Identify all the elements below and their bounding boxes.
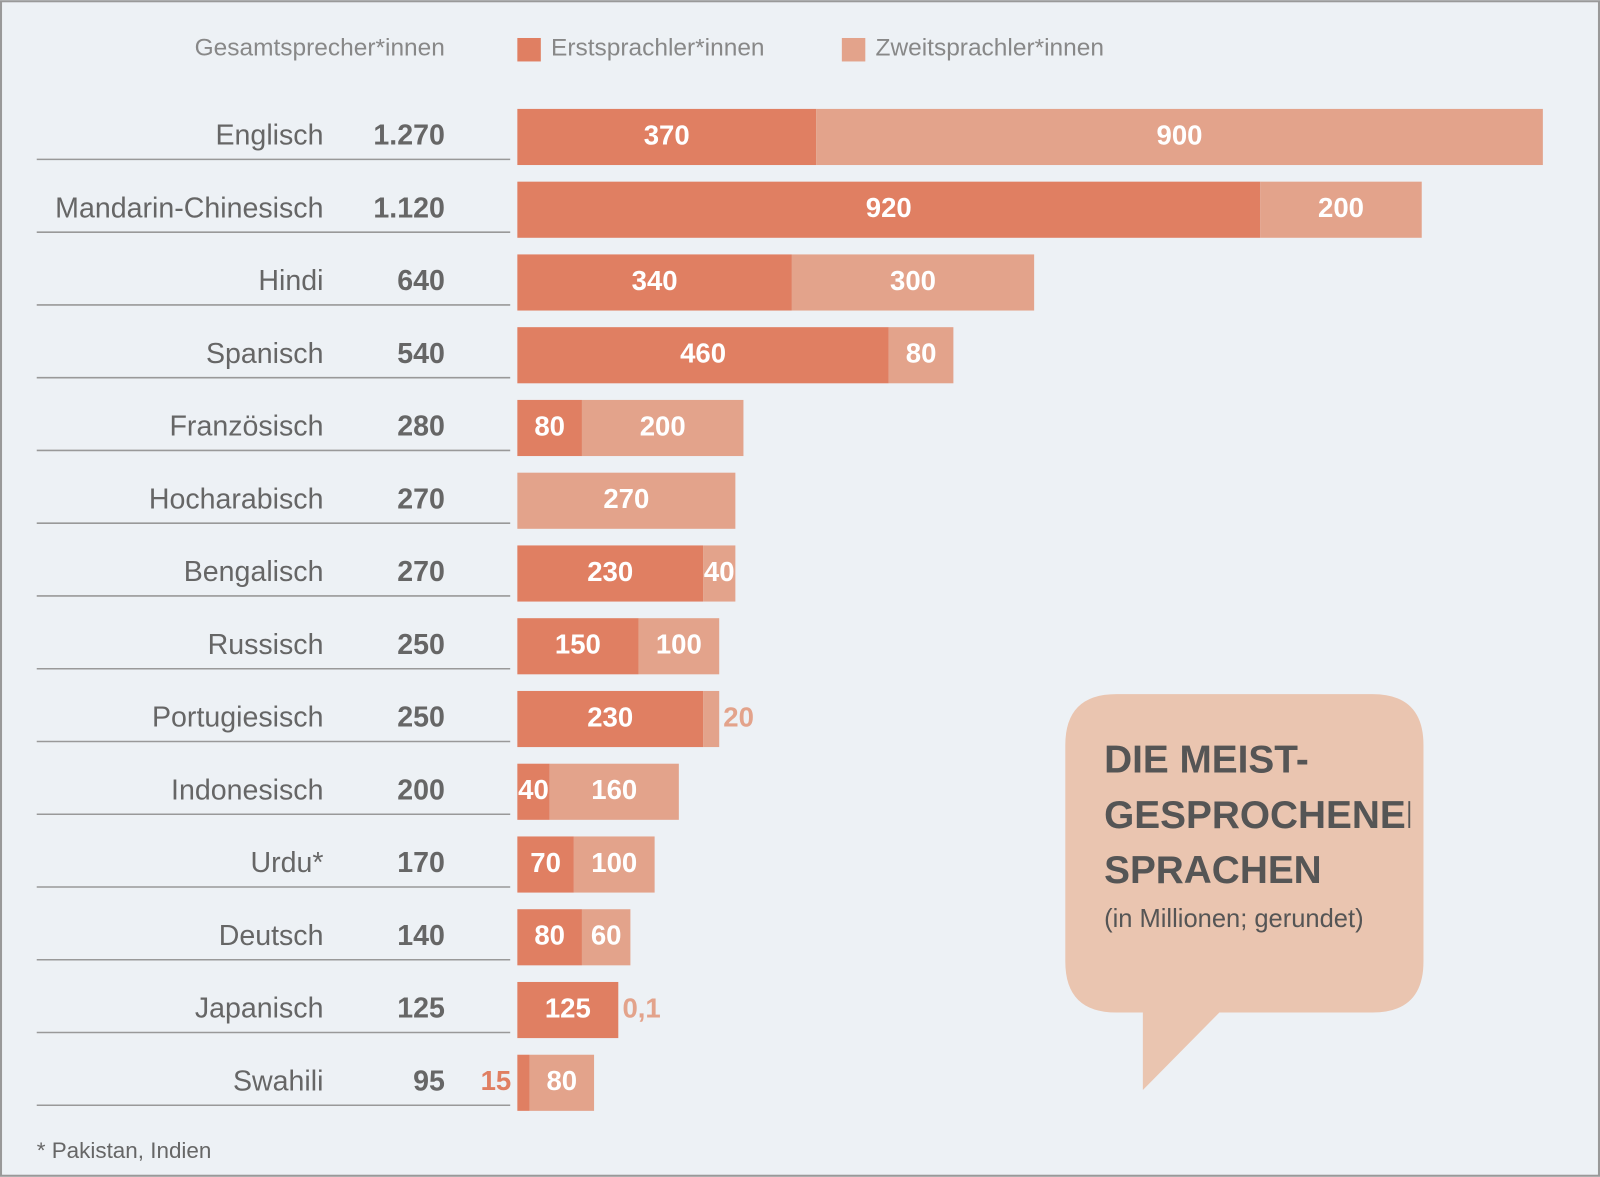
legend-swatch xyxy=(517,37,541,62)
total-label: 1.270 xyxy=(373,120,444,152)
category-label: Japanisch xyxy=(195,993,324,1025)
bar-segment xyxy=(581,909,631,966)
bar-segment xyxy=(816,108,1543,166)
value-label: 80 xyxy=(906,338,937,369)
bar-segment xyxy=(517,545,704,602)
total-label: 1.120 xyxy=(373,192,444,224)
value-label: 60 xyxy=(591,920,622,951)
legend-label: Zweitsprachler*innen xyxy=(876,35,1105,62)
bar-segment xyxy=(517,763,550,820)
total-label: 200 xyxy=(397,774,445,806)
legend-total: Gesamtsprecher*innen xyxy=(195,35,445,62)
bar-segment xyxy=(517,108,817,166)
bar-segment xyxy=(517,254,792,311)
category-label: Bengalisch xyxy=(184,556,324,588)
bar-segment xyxy=(517,618,639,675)
value-label: 160 xyxy=(591,774,637,805)
total-label: 540 xyxy=(397,338,445,370)
bar-segment xyxy=(517,836,574,893)
bar-segment xyxy=(517,472,736,529)
value-label: 200 xyxy=(1318,192,1364,223)
category-label: Portugiesisch xyxy=(152,702,323,734)
value-label: 15 xyxy=(481,1065,512,1096)
speech-bubble xyxy=(1065,694,1424,1091)
value-label: 40 xyxy=(704,556,735,587)
bar-segment xyxy=(517,399,582,457)
value-label: 230 xyxy=(587,701,633,732)
value-label: 340 xyxy=(632,265,678,296)
total-label: 140 xyxy=(397,920,445,952)
bar-segment xyxy=(703,690,720,748)
value-label: 70 xyxy=(530,847,561,878)
value-label: 270 xyxy=(603,483,649,514)
bar-segment xyxy=(703,545,736,602)
bar-segment xyxy=(517,981,619,1039)
bar-segment xyxy=(581,399,744,457)
bar-segment xyxy=(517,909,582,966)
legend-label: Erstsprachler*innen xyxy=(551,35,765,62)
value-label: 230 xyxy=(587,556,633,587)
bar-segment xyxy=(888,327,954,384)
bubble-text: DIE MEIST-GESPROCHENEN SPRACHEN (in Mill… xyxy=(1104,739,1411,933)
bar-segment xyxy=(573,836,655,893)
category-label: Indonesisch xyxy=(171,774,323,806)
value-label: 300 xyxy=(890,265,936,296)
total-label: 640 xyxy=(397,265,445,297)
category-label: Englisch xyxy=(216,120,324,152)
category-label: Russisch xyxy=(208,629,324,661)
chart-subtitle: (in Millionen; gerundet) xyxy=(1104,904,1364,933)
total-label: 250 xyxy=(397,702,445,734)
category-label: Urdu* xyxy=(250,847,323,879)
value-label: 200 xyxy=(640,410,686,441)
bar-segment xyxy=(791,254,1035,311)
total-label: 280 xyxy=(397,411,445,443)
bar-segment xyxy=(517,690,704,748)
value-label: 900 xyxy=(1157,119,1203,150)
value-label: 370 xyxy=(644,119,690,150)
total-label: 95 xyxy=(413,1065,445,1097)
total-label: 270 xyxy=(397,483,445,515)
value-label: 460 xyxy=(680,338,726,369)
bar-segment xyxy=(529,1054,595,1111)
category-label: Swahili xyxy=(233,1065,323,1097)
legend-swatch xyxy=(841,37,866,62)
value-label: 0,1 xyxy=(622,992,660,1023)
value-label: 80 xyxy=(534,920,565,951)
bar-segment xyxy=(549,763,679,820)
value-label: 80 xyxy=(546,1065,577,1096)
chart-title: DIE MEIST-GESPROCHENEN SPRACHEN xyxy=(1104,739,1411,893)
bar-segment xyxy=(638,618,720,675)
total-label: 250 xyxy=(397,629,445,661)
value-label: 40 xyxy=(518,774,549,805)
category-label: Spanisch xyxy=(206,338,324,370)
total-label: 125 xyxy=(397,993,445,1025)
value-label: 150 xyxy=(555,629,601,660)
footnote: * Pakistan, Indien xyxy=(37,1138,212,1163)
bar-segment xyxy=(517,1054,530,1111)
category-label: Hocharabisch xyxy=(149,483,324,515)
total-label: 270 xyxy=(397,556,445,588)
category-label: Französisch xyxy=(169,411,323,443)
value-label: 920 xyxy=(866,192,912,223)
bar-segment xyxy=(517,181,1261,238)
value-label: 100 xyxy=(656,629,702,660)
category-label: Hindi xyxy=(258,265,323,297)
total-label: 170 xyxy=(397,847,445,879)
value-label: 80 xyxy=(534,410,565,441)
category-label: Deutsch xyxy=(219,920,324,952)
value-label: 125 xyxy=(545,992,591,1023)
value-label: 20 xyxy=(723,701,754,732)
value-label: 100 xyxy=(591,847,637,878)
category-label: Mandarin-Chinesisch xyxy=(55,192,323,224)
bar-segment xyxy=(517,327,889,384)
bar-segment xyxy=(1260,181,1422,238)
